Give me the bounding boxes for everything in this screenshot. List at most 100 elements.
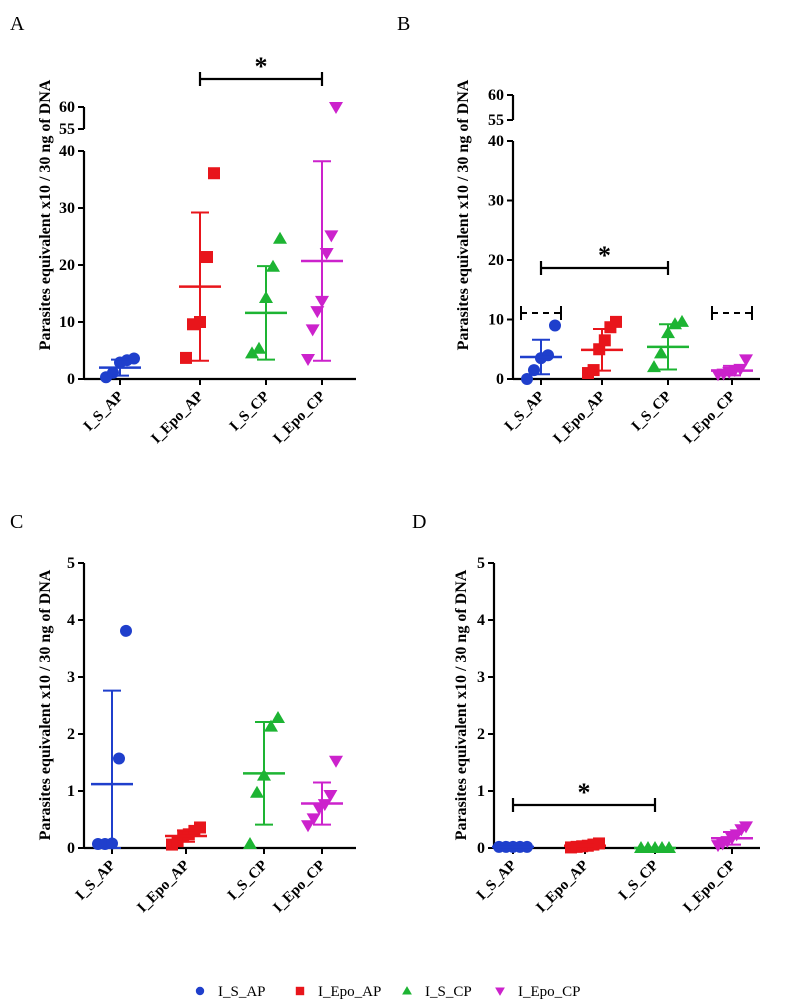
circle-icon [195, 986, 205, 996]
x-tick-label: I_Epo_CP [270, 858, 328, 916]
x-tick-label: I_Epo_CP [270, 389, 328, 447]
y-tick-label: 20 [59, 257, 75, 274]
data-point [593, 837, 605, 850]
y-tick-label: 0 [67, 371, 75, 388]
data-point [128, 352, 140, 365]
data-point [252, 341, 266, 354]
y-tick-label: 55 [59, 121, 75, 138]
y-tick-label: 0 [477, 840, 485, 857]
data-point [329, 755, 343, 768]
x-tick-label: I_S_CP [227, 389, 273, 435]
panel-letter: C [10, 511, 23, 533]
data-point [264, 719, 278, 732]
y-tick-label: 5 [67, 555, 75, 572]
data-point [739, 354, 753, 367]
data-point [329, 102, 343, 114]
data-point [310, 306, 325, 319]
data-point [610, 315, 622, 328]
data-point [654, 346, 668, 359]
series-I_S_AP [492, 840, 534, 853]
panel-A: A Parasites equivalent x10 / 30 ng of DNA… [10, 13, 356, 447]
series-I_S_CP [245, 231, 287, 361]
y-tick-label: 40 [59, 143, 75, 160]
x-tick-label: I_Epo_CP [680, 858, 738, 916]
significance-star: * [255, 52, 268, 81]
data-point [542, 349, 554, 362]
legend-label: I_S_CP [425, 984, 472, 1000]
data-point [324, 230, 339, 243]
series-I_Epo_AP [165, 821, 207, 851]
panel-letter: D [412, 511, 426, 533]
square-icon [295, 986, 305, 996]
data-point [194, 821, 206, 834]
x-tick-label: I_S_AP [73, 858, 119, 904]
y-tick-label: 30 [59, 200, 75, 217]
panel-letter: B [397, 13, 410, 35]
data-point [323, 789, 338, 802]
x-tick-label: I_Epo_CP [680, 389, 738, 447]
x-tick-label: I_Epo_AP [550, 389, 608, 447]
data-point [273, 231, 287, 244]
series-I_Epo_CP [301, 755, 343, 833]
legend: I_S_AP I_Epo_AP I_S_CP I_Epo_CP [195, 984, 581, 1000]
x-tick-label: I_Epo_AP [533, 858, 591, 916]
data-point [180, 351, 192, 364]
x-tick-label: I_S_CP [616, 858, 662, 904]
y-axis-label: Parasites equivalent x10 / 30 ng of DNA [37, 79, 54, 350]
y-tick-label: 60 [59, 99, 75, 116]
data-point [675, 314, 689, 327]
x-tick-label: I_Epo_AP [134, 858, 192, 916]
series-I_Epo_AP [581, 315, 623, 380]
data-point [243, 837, 257, 850]
series-I_Epo_CP [711, 821, 753, 853]
series-I_S_AP [91, 624, 133, 851]
data-point [301, 354, 315, 367]
y-tick-label: 3 [477, 669, 485, 686]
data-point [201, 251, 213, 264]
legend-label: I_S_AP [218, 984, 266, 1000]
y-tick-label: 4 [67, 612, 75, 629]
x-tick-label: I_S_CP [225, 858, 271, 904]
data-point [208, 167, 220, 180]
data-point [739, 821, 753, 834]
data-point [113, 752, 125, 765]
x-tick-label: I_S_AP [81, 389, 127, 435]
triangle-down-icon [495, 987, 505, 996]
data-point [250, 785, 264, 798]
series-I_S_AP [99, 352, 141, 384]
y-tick-label: 3 [67, 669, 75, 686]
series-I_S_CP [634, 841, 676, 853]
data-point [521, 373, 533, 385]
data-point [301, 820, 315, 833]
y-tick-label: 2 [67, 726, 75, 743]
x-tick-label: I_S_CP [629, 389, 675, 435]
x-tick-label: I_S_AP [474, 858, 520, 904]
data-point [245, 346, 259, 359]
y-tick-label: 1 [477, 783, 485, 800]
y-axis-label: Parasites equivalent x10 / 30 ng of DNA [453, 569, 470, 840]
x-tick-label: I_S_AP [502, 389, 548, 435]
y-tick-label: 4 [477, 612, 485, 629]
data-point [528, 364, 540, 377]
panel-D: D Parasites equivalent x10 / 30 ng of DNA… [412, 511, 760, 916]
y-tick-label: 10 [59, 314, 75, 331]
y-tick-label: 60 [488, 87, 504, 104]
y-axis-label: Parasites equivalent x10 / 30 ng of DNA [455, 79, 472, 350]
data-point [647, 360, 661, 373]
series-I_Epo_CP [711, 306, 753, 382]
series-I_S_CP [647, 314, 689, 373]
data-point [305, 324, 320, 337]
series-I_S_AP [520, 306, 562, 385]
data-point [598, 334, 611, 347]
y-tick-label: 0 [67, 840, 75, 857]
y-tick-label: 5 [477, 555, 485, 572]
y-axis-label: Parasites equivalent x10 / 30 ng of DNA [37, 569, 54, 840]
y-tick-label: 1 [67, 783, 75, 800]
triangle-up-icon [402, 986, 412, 995]
data-point [120, 624, 132, 637]
y-tick-label: 0 [496, 371, 504, 388]
y-tick-label: 10 [488, 312, 504, 329]
data-point [306, 813, 321, 826]
x-tick-label: I_Epo_AP [148, 389, 206, 447]
